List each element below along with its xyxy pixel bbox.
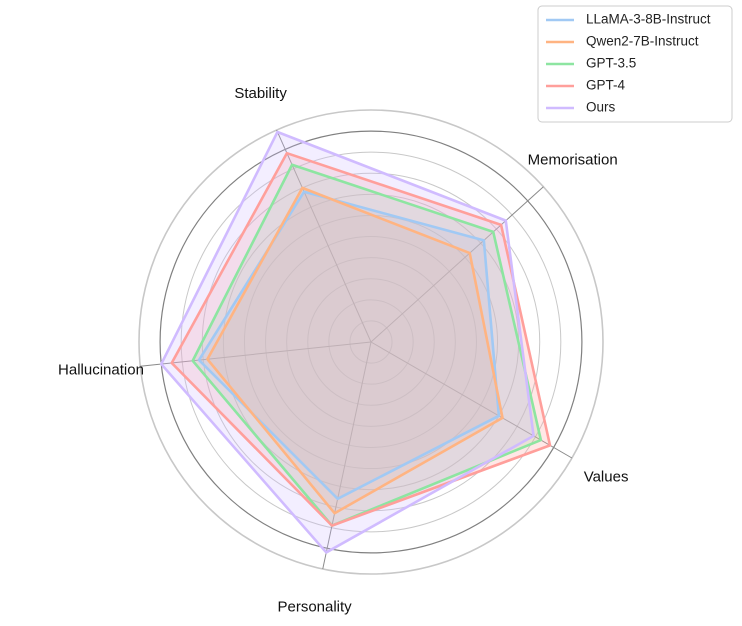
- axis-spoke: [370, 186, 544, 343]
- radar-series: [159, 130, 552, 554]
- axis-label: Memorisation: [528, 151, 618, 168]
- series-fill: [207, 187, 503, 514]
- grid-ring: [307, 278, 435, 406]
- series-line: [191, 163, 543, 527]
- grid-ring: [180, 151, 562, 533]
- series-line: [159, 130, 535, 554]
- grid-ring: [286, 257, 456, 427]
- legend-label: Ours: [586, 100, 616, 115]
- axis-label: Values: [584, 469, 629, 486]
- grid-ring: [349, 320, 393, 364]
- grid-ring: [265, 236, 477, 448]
- legend-label: Qwen2-7B-Instruct: [586, 34, 699, 49]
- legend-box: [537, 5, 733, 123]
- legend-label: GPT-3.5: [586, 56, 636, 71]
- legend: LLaMA-3-8B-Instruct Qwen2-7B-Instruct GPT-…: [537, 5, 733, 123]
- series-fill: [192, 164, 541, 526]
- axis-spoke: [322, 341, 372, 570]
- axis-spoke: [140, 341, 372, 367]
- axis-labels: Memorisation Values Personality Hallucinati…: [58, 85, 628, 616]
- axis-spoke: [370, 341, 573, 459]
- axis-label: Stability: [234, 85, 287, 102]
- axis-label: Hallucination: [58, 361, 144, 378]
- axis-label: Personality: [277, 598, 352, 615]
- series-fill: [199, 191, 499, 499]
- radar-grid: [138, 109, 604, 575]
- grid-ring: [138, 109, 604, 575]
- grid-ring: [328, 299, 414, 385]
- series-line: [206, 186, 504, 515]
- legend-label: GPT-4: [586, 78, 626, 93]
- legend-label: LLaMA-3-8B-Instruct: [586, 12, 711, 27]
- series-line: [170, 151, 552, 527]
- grid-ring: [159, 130, 583, 554]
